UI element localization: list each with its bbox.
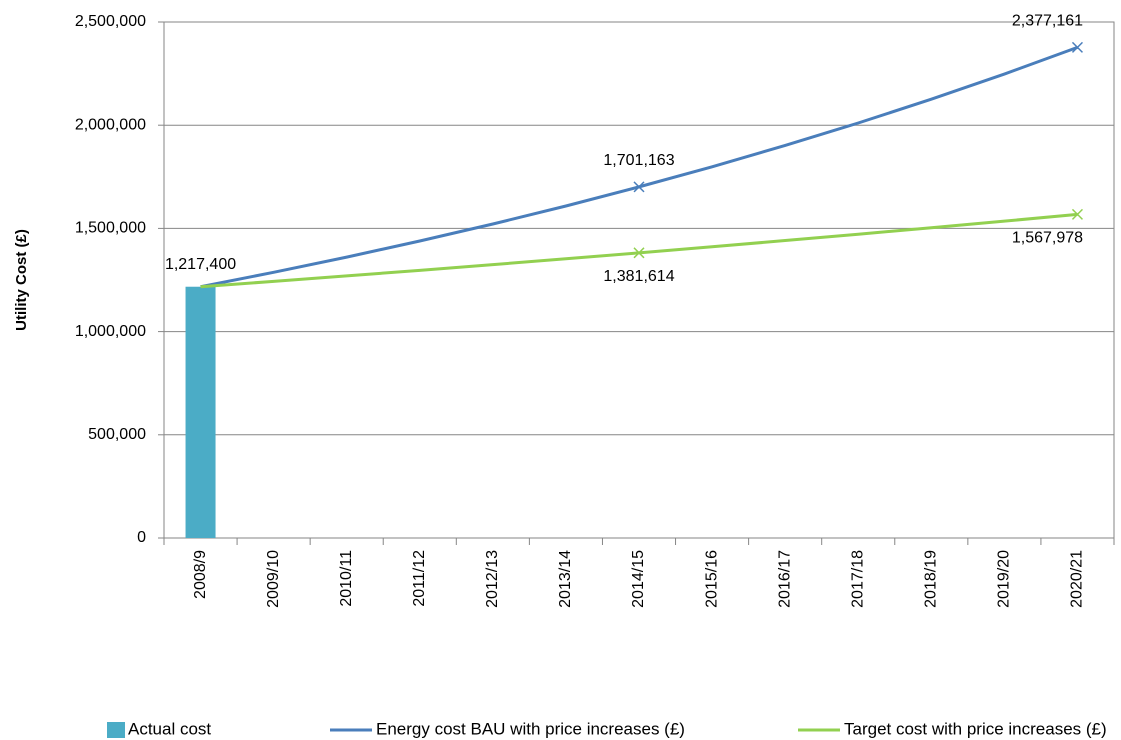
plot-border <box>163 21 1115 539</box>
legend-swatch <box>107 722 125 738</box>
x-tick-label: 2008/9 <box>192 550 209 599</box>
legend-label: Actual cost <box>128 719 211 738</box>
data-label: 2,377,161 <box>1012 13 1083 30</box>
x-tick-label: 2009/10 <box>265 550 282 608</box>
marker <box>1071 208 1083 220</box>
legend-label: Target cost with price increases (£) <box>844 719 1107 738</box>
y-tick-label: 1,000,000 <box>75 323 146 340</box>
data-label: 1,217,400 <box>165 256 236 273</box>
data-label: 1,381,614 <box>603 268 674 285</box>
marker <box>633 181 645 193</box>
x-tick-label: 2014/15 <box>630 550 647 608</box>
y-tick-label: 2,500,000 <box>75 13 146 30</box>
bar <box>185 286 216 538</box>
x-tick-label: 2016/17 <box>776 550 793 608</box>
x-tick-label: 2020/21 <box>1069 550 1086 608</box>
y-tick-label: 500,000 <box>88 426 146 443</box>
x-tick-label: 2010/11 <box>338 550 355 607</box>
data-label: 1,701,163 <box>603 152 674 169</box>
x-tick-label: 2012/13 <box>484 550 501 608</box>
legend-label: Energy cost BAU with price increases (£) <box>376 719 685 738</box>
y-axis-label: Utility Cost (£) <box>13 229 30 331</box>
x-tick-label: 2013/14 <box>557 550 574 608</box>
y-tick-label: 2,000,000 <box>75 116 146 133</box>
x-tick-label: 2017/18 <box>849 550 866 608</box>
x-tick-label: 2018/19 <box>923 550 940 608</box>
x-tick-label: 2011/12 <box>411 550 428 607</box>
data-label: 1,567,978 <box>1012 230 1083 247</box>
x-tick-label: 2015/16 <box>703 550 720 608</box>
y-tick-label: 0 <box>137 529 146 546</box>
x-tick-label: 2019/20 <box>996 550 1013 608</box>
y-tick-label: 1,500,000 <box>75 220 146 237</box>
marker <box>633 247 645 259</box>
marker <box>1071 41 1083 53</box>
